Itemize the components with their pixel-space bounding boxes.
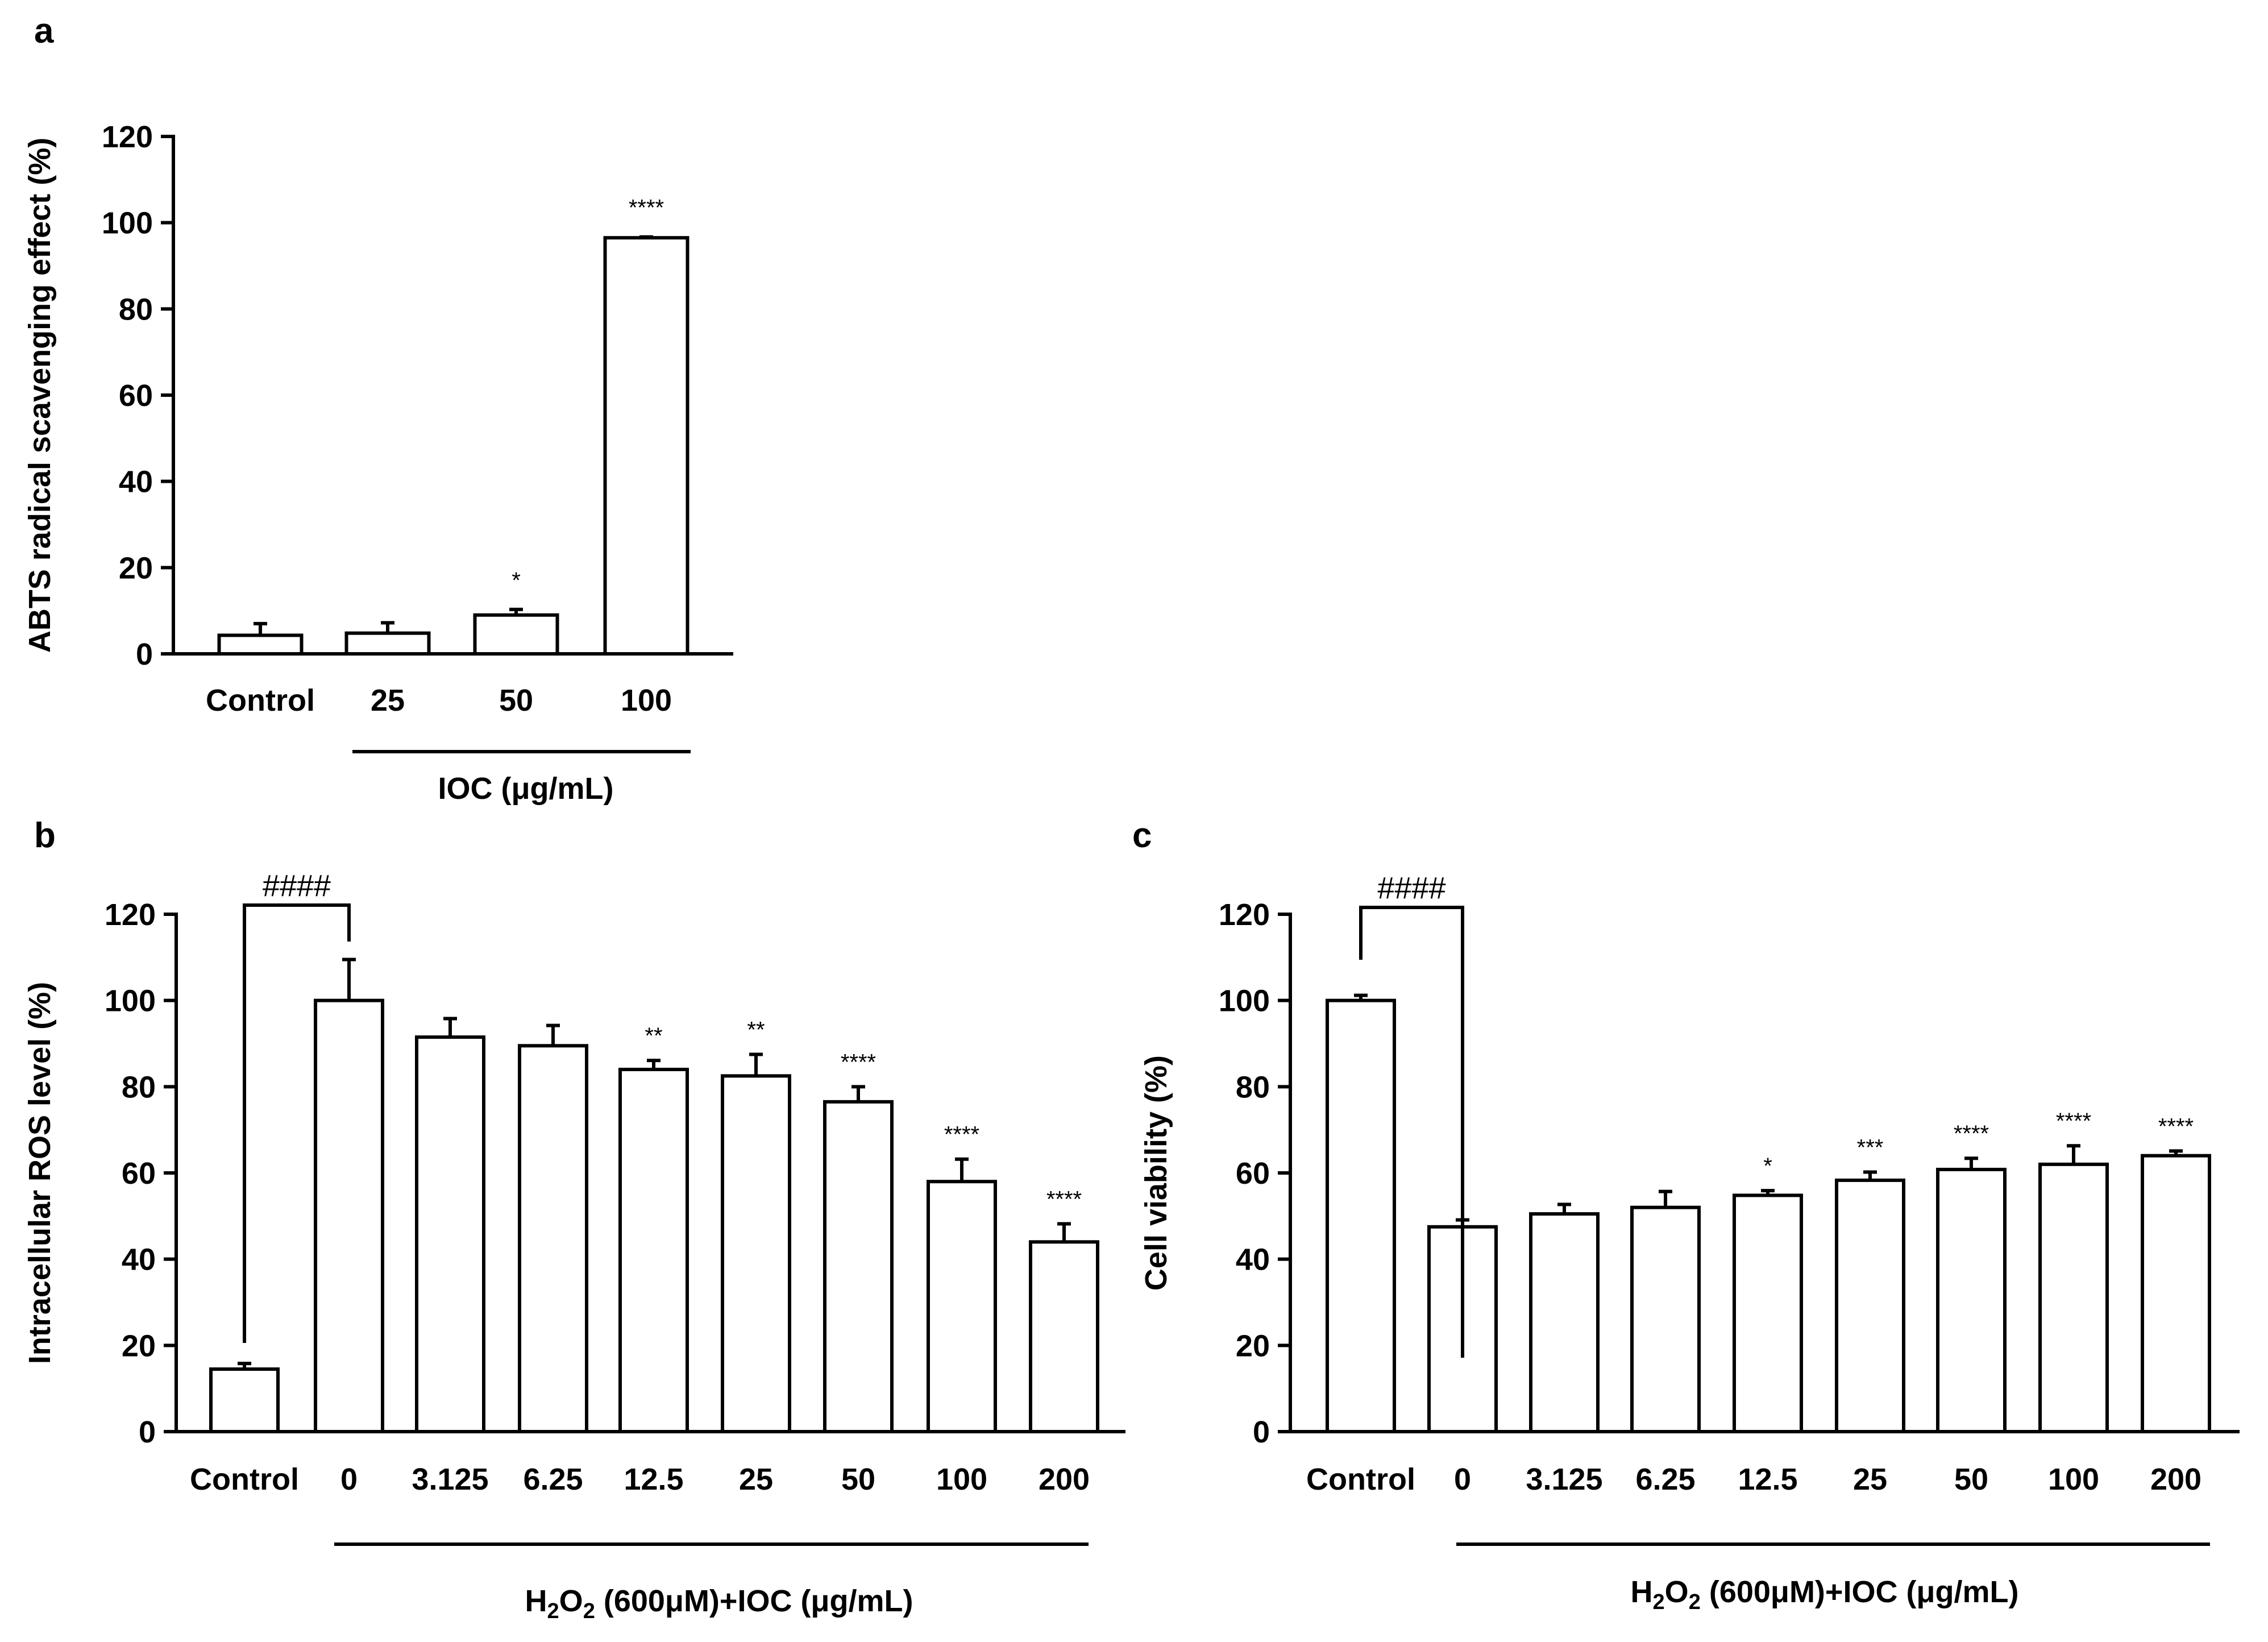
comparison-bracket-c	[1359, 906, 1464, 1358]
y-axis-label-c: Cell viability (%)	[1139, 1055, 1173, 1291]
x-tick-label-b: 12.5	[624, 1462, 683, 1496]
x-tick-label-b: 25	[739, 1462, 773, 1496]
bar-b-12_5	[618, 1068, 689, 1433]
y-tick-label-b: 40	[122, 1243, 156, 1277]
x-tick-label-b: 100	[936, 1462, 987, 1496]
y-tick-label-a: 40	[119, 465, 153, 499]
x-tick-label-a: 100	[621, 683, 672, 718]
x-tick-label-b: 0	[340, 1462, 358, 1496]
x-tick-label-c: 3.125	[1526, 1462, 1602, 1496]
bar-c-100	[2038, 1162, 2109, 1434]
y-tick-label-c: 120	[1219, 898, 1270, 932]
bar-b-50	[823, 1100, 894, 1433]
x-tick-label-c: 50	[1954, 1462, 1988, 1496]
bar-a-Control	[217, 633, 304, 656]
y-tick-label-b: 60	[122, 1156, 156, 1191]
bar-b-25	[721, 1074, 791, 1433]
group-label-b: H2O2 (600μM)+IOC (μg/mL)	[525, 1584, 913, 1623]
bar-c-12_5	[1733, 1193, 1803, 1434]
y-tick-label-b: 120	[105, 898, 156, 932]
significance-mark-c: ****	[2056, 1109, 2091, 1134]
significance-mark-b: ****	[841, 1050, 876, 1075]
y-tick-label-c: 80	[1236, 1070, 1270, 1104]
y-tick-label-c: 60	[1236, 1156, 1270, 1191]
x-tick-label-b: Control	[190, 1462, 299, 1496]
bar-a-100	[603, 236, 689, 656]
panel-label-b: b	[34, 816, 56, 855]
bar-c-200	[2141, 1154, 2211, 1433]
x-tick-label-c: 25	[1853, 1462, 1887, 1496]
x-tick-label-b: 50	[841, 1462, 875, 1496]
y-axis-label-a: ABTS radical scavenging effect (%)	[23, 138, 57, 653]
significance-mark-a: ****	[629, 196, 664, 221]
comparison-label-c: ####	[1377, 871, 1445, 905]
y-tick-label-c: 20	[1236, 1329, 1270, 1363]
y-tick-label-c: 0	[1253, 1415, 1270, 1449]
y-tick-label-c: 40	[1236, 1243, 1270, 1277]
panel-label-c: c	[1132, 816, 1152, 855]
x-tick-label-c: Control	[1306, 1462, 1415, 1496]
y-tick-label-a: 0	[136, 637, 153, 671]
bar-b-3_125	[415, 1035, 485, 1433]
significance-mark-b: **	[645, 1023, 662, 1048]
x-tick-label-c: 12.5	[1738, 1462, 1797, 1496]
y-tick-label-a: 80	[119, 292, 153, 326]
x-tick-label-a: 50	[499, 683, 533, 718]
significance-mark-c: ****	[2158, 1114, 2194, 1139]
x-tick-label-a: 25	[371, 683, 405, 718]
bar-b-100	[927, 1180, 997, 1434]
x-tick-label-c: 100	[2048, 1462, 2099, 1496]
y-tick-label-a: 20	[119, 551, 153, 585]
y-axis-label-b: Intracellular ROS level (%)	[23, 982, 57, 1364]
x-tick-label-c: 200	[2150, 1462, 2201, 1496]
y-tick-label-b: 20	[122, 1329, 156, 1363]
bar-c-25	[1835, 1178, 1905, 1433]
x-tick-label-b: 6.25	[523, 1462, 583, 1496]
y-tick-label-a: 120	[102, 120, 153, 154]
bar-c-6_25	[1630, 1205, 1701, 1434]
group-label-a: IOC (μg/mL)	[438, 772, 614, 806]
x-tick-label-b: 3.125	[412, 1462, 488, 1496]
bar-b-6_25	[518, 1044, 588, 1433]
bar-b-Control	[209, 1367, 280, 1434]
y-tick-label-a: 100	[102, 206, 153, 241]
bar-c-Control	[1326, 998, 1396, 1433]
comparison-label-b: ####	[263, 869, 331, 903]
panel-label-a: a	[34, 11, 54, 51]
bar-c-50	[1936, 1167, 2007, 1434]
x-tick-label-c: 6.25	[1635, 1462, 1695, 1496]
x-tick-label-a: Control	[206, 683, 315, 718]
bar-a-25	[344, 631, 431, 656]
y-tick-label-c: 100	[1219, 984, 1270, 1018]
significance-mark-b: ****	[944, 1122, 979, 1147]
significance-mark-c: *	[1763, 1154, 1772, 1179]
bar-a-50	[473, 613, 559, 656]
group-label-c: H2O2 (600μM)+IOC (μg/mL)	[1631, 1575, 2019, 1614]
significance-mark-a: *	[512, 568, 521, 593]
significance-mark-c: ***	[1857, 1135, 1884, 1160]
x-tick-label-b: 200	[1039, 1462, 1090, 1496]
y-tick-label-b: 100	[105, 984, 156, 1018]
significance-mark-b: **	[747, 1017, 765, 1042]
y-tick-label-a: 60	[119, 379, 153, 413]
significance-mark-b: ****	[1046, 1187, 1082, 1212]
y-tick-label-b: 80	[122, 1070, 156, 1104]
significance-mark-c: ****	[1954, 1121, 1989, 1146]
x-tick-label-c: 0	[1454, 1462, 1471, 1496]
comparison-bracket-b	[243, 903, 351, 1343]
y-tick-label-b: 0	[139, 1415, 156, 1449]
bar-b-0	[314, 998, 384, 1433]
bar-c-3_125	[1529, 1212, 1600, 1434]
bar-b-200	[1029, 1240, 1099, 1433]
